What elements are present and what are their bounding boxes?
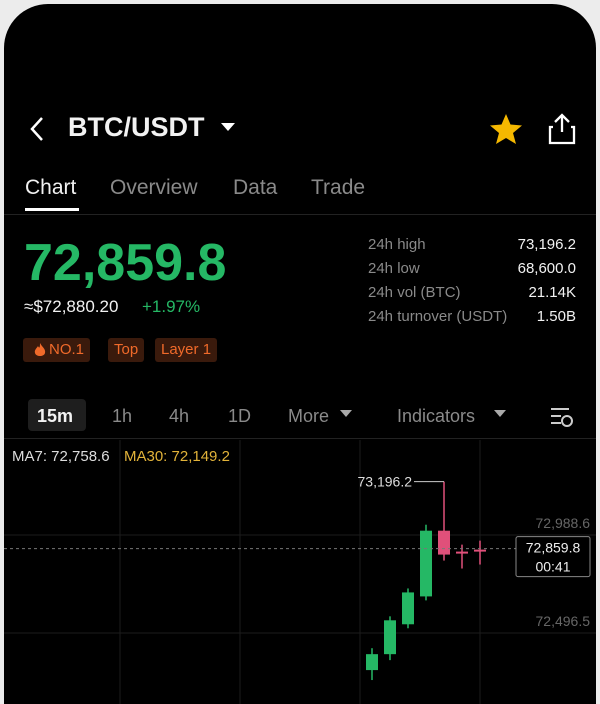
countdown-label: 00:41 <box>535 559 570 575</box>
current-price-label: 72,859.8 <box>526 540 581 556</box>
interval[interactable]: 1h <box>112 406 133 426</box>
share-button[interactable] <box>546 112 578 146</box>
stat-label: 24h low <box>368 260 420 277</box>
candle-body <box>456 551 468 554</box>
candle-body <box>384 620 396 655</box>
candle-body <box>438 530 450 555</box>
tab-indicator <box>25 208 79 211</box>
stat-value: 1.50B <box>536 308 576 325</box>
tag: Top <box>108 338 145 362</box>
tab[interactable]: Trade <box>311 176 366 199</box>
tag: NO.1 <box>23 338 91 362</box>
tag-text: NO.1 <box>49 341 85 358</box>
pair-title[interactable]: BTC/USDT <box>68 112 205 142</box>
candlestick-chart: 72,988.6 72,496.5 73,196.2 72,859.8 00:41 <box>4 440 596 704</box>
candle-body <box>420 530 432 597</box>
candle-body <box>474 549 486 552</box>
stat-label: 24h vol (BTC) <box>368 284 461 301</box>
candle-body <box>366 654 378 671</box>
stat-value: 68,600.0 <box>517 260 576 277</box>
dropdown-arrow <box>494 410 506 417</box>
more-menu[interactable]: More <box>288 406 330 426</box>
high-marker-label: 73,196.2 <box>358 474 413 490</box>
favorite-star[interactable] <box>488 112 524 146</box>
chart-settings[interactable] <box>550 406 574 428</box>
tab[interactable]: Chart <box>25 176 77 199</box>
tab[interactable]: Overview <box>110 176 198 199</box>
stat-value: 21.14K <box>528 284 576 301</box>
interval[interactable]: 4h <box>169 406 190 426</box>
tag: Layer 1 <box>155 338 218 362</box>
tab[interactable]: Data <box>233 176 278 199</box>
stat-label: 24h high <box>368 236 426 253</box>
y-tick-label: 72,988.6 <box>536 515 591 531</box>
interval[interactable]: 15m <box>37 406 74 426</box>
divider <box>4 438 596 439</box>
app-screen: BTC/USDT Chart Overview Data Trade 72,85… <box>4 4 596 704</box>
ma7-label: MA7: 72,758.6 <box>12 448 110 465</box>
divider <box>4 214 596 215</box>
fiat-price: ≈$72,880.20 <box>24 297 119 316</box>
current-price-box <box>515 536 591 578</box>
stat-label: 24h turnover (USDT) <box>368 308 508 325</box>
interval[interactable]: 1D <box>228 406 252 426</box>
dropdown-arrow <box>340 410 352 417</box>
candle-body <box>402 592 414 625</box>
price-change: +1.97% <box>142 297 201 316</box>
pair-dropdown[interactable] <box>220 121 236 133</box>
ma30-label: MA30: 72,149.2 <box>124 448 230 465</box>
indicators-menu[interactable]: Indicators <box>397 406 476 426</box>
fire-icon <box>34 343 46 356</box>
page: BTC/USDT Chart Overview Data Trade 72,85… <box>4 4 596 704</box>
last-price: 72,859.8 <box>24 234 227 292</box>
vertical-grid <box>119 440 481 704</box>
y-tick-label: 72,496.5 <box>536 613 591 629</box>
interval-selected-bg <box>28 399 86 431</box>
back-button[interactable] <box>28 114 48 144</box>
stat-value: 73,196.2 <box>517 236 576 253</box>
